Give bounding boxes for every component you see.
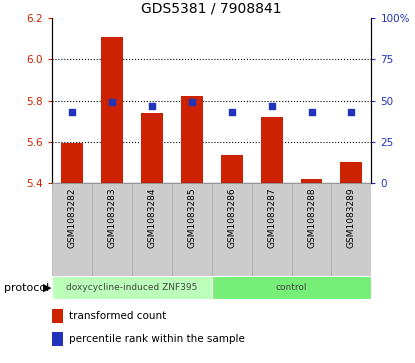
Point [188, 99, 195, 105]
Bar [251, 183, 292, 276]
Text: GSM1083282: GSM1083282 [67, 187, 76, 248]
Text: protocol: protocol [4, 283, 49, 293]
Bar [340, 162, 362, 183]
Text: GSM1083287: GSM1083287 [267, 187, 276, 248]
Text: GSM1083288: GSM1083288 [307, 187, 316, 248]
Text: GSM1083283: GSM1083283 [107, 187, 116, 248]
Bar [181, 95, 203, 183]
Text: transformed count: transformed count [69, 311, 167, 321]
Text: GSM1083285: GSM1083285 [187, 187, 196, 248]
Bar [52, 332, 63, 346]
Bar [92, 183, 132, 276]
Text: control: control [276, 283, 307, 292]
Bar [52, 309, 63, 323]
Point [348, 109, 355, 115]
Bar [221, 155, 243, 183]
Point [308, 109, 315, 115]
Text: GSM1083289: GSM1083289 [347, 187, 356, 248]
Text: GSM1083286: GSM1083286 [227, 187, 236, 248]
Bar [300, 179, 322, 183]
Bar [141, 113, 163, 183]
Title: GDS5381 / 7908841: GDS5381 / 7908841 [142, 1, 282, 16]
Bar [52, 276, 212, 299]
Text: GSM1083284: GSM1083284 [147, 187, 156, 248]
Text: doxycycline-induced ZNF395: doxycycline-induced ZNF395 [66, 283, 198, 292]
Point [108, 99, 115, 105]
Bar [52, 183, 92, 276]
Text: ▶: ▶ [43, 283, 51, 293]
Bar [212, 183, 251, 276]
Bar [291, 183, 332, 276]
Text: percentile rank within the sample: percentile rank within the sample [69, 334, 245, 344]
Point [68, 109, 75, 115]
Bar [101, 37, 123, 183]
Bar [332, 183, 371, 276]
Bar [261, 117, 283, 183]
Point [228, 109, 235, 115]
Bar [212, 276, 371, 299]
Point [149, 103, 155, 109]
Bar [172, 183, 212, 276]
Bar [61, 143, 83, 183]
Bar [132, 183, 172, 276]
Point [268, 103, 275, 109]
